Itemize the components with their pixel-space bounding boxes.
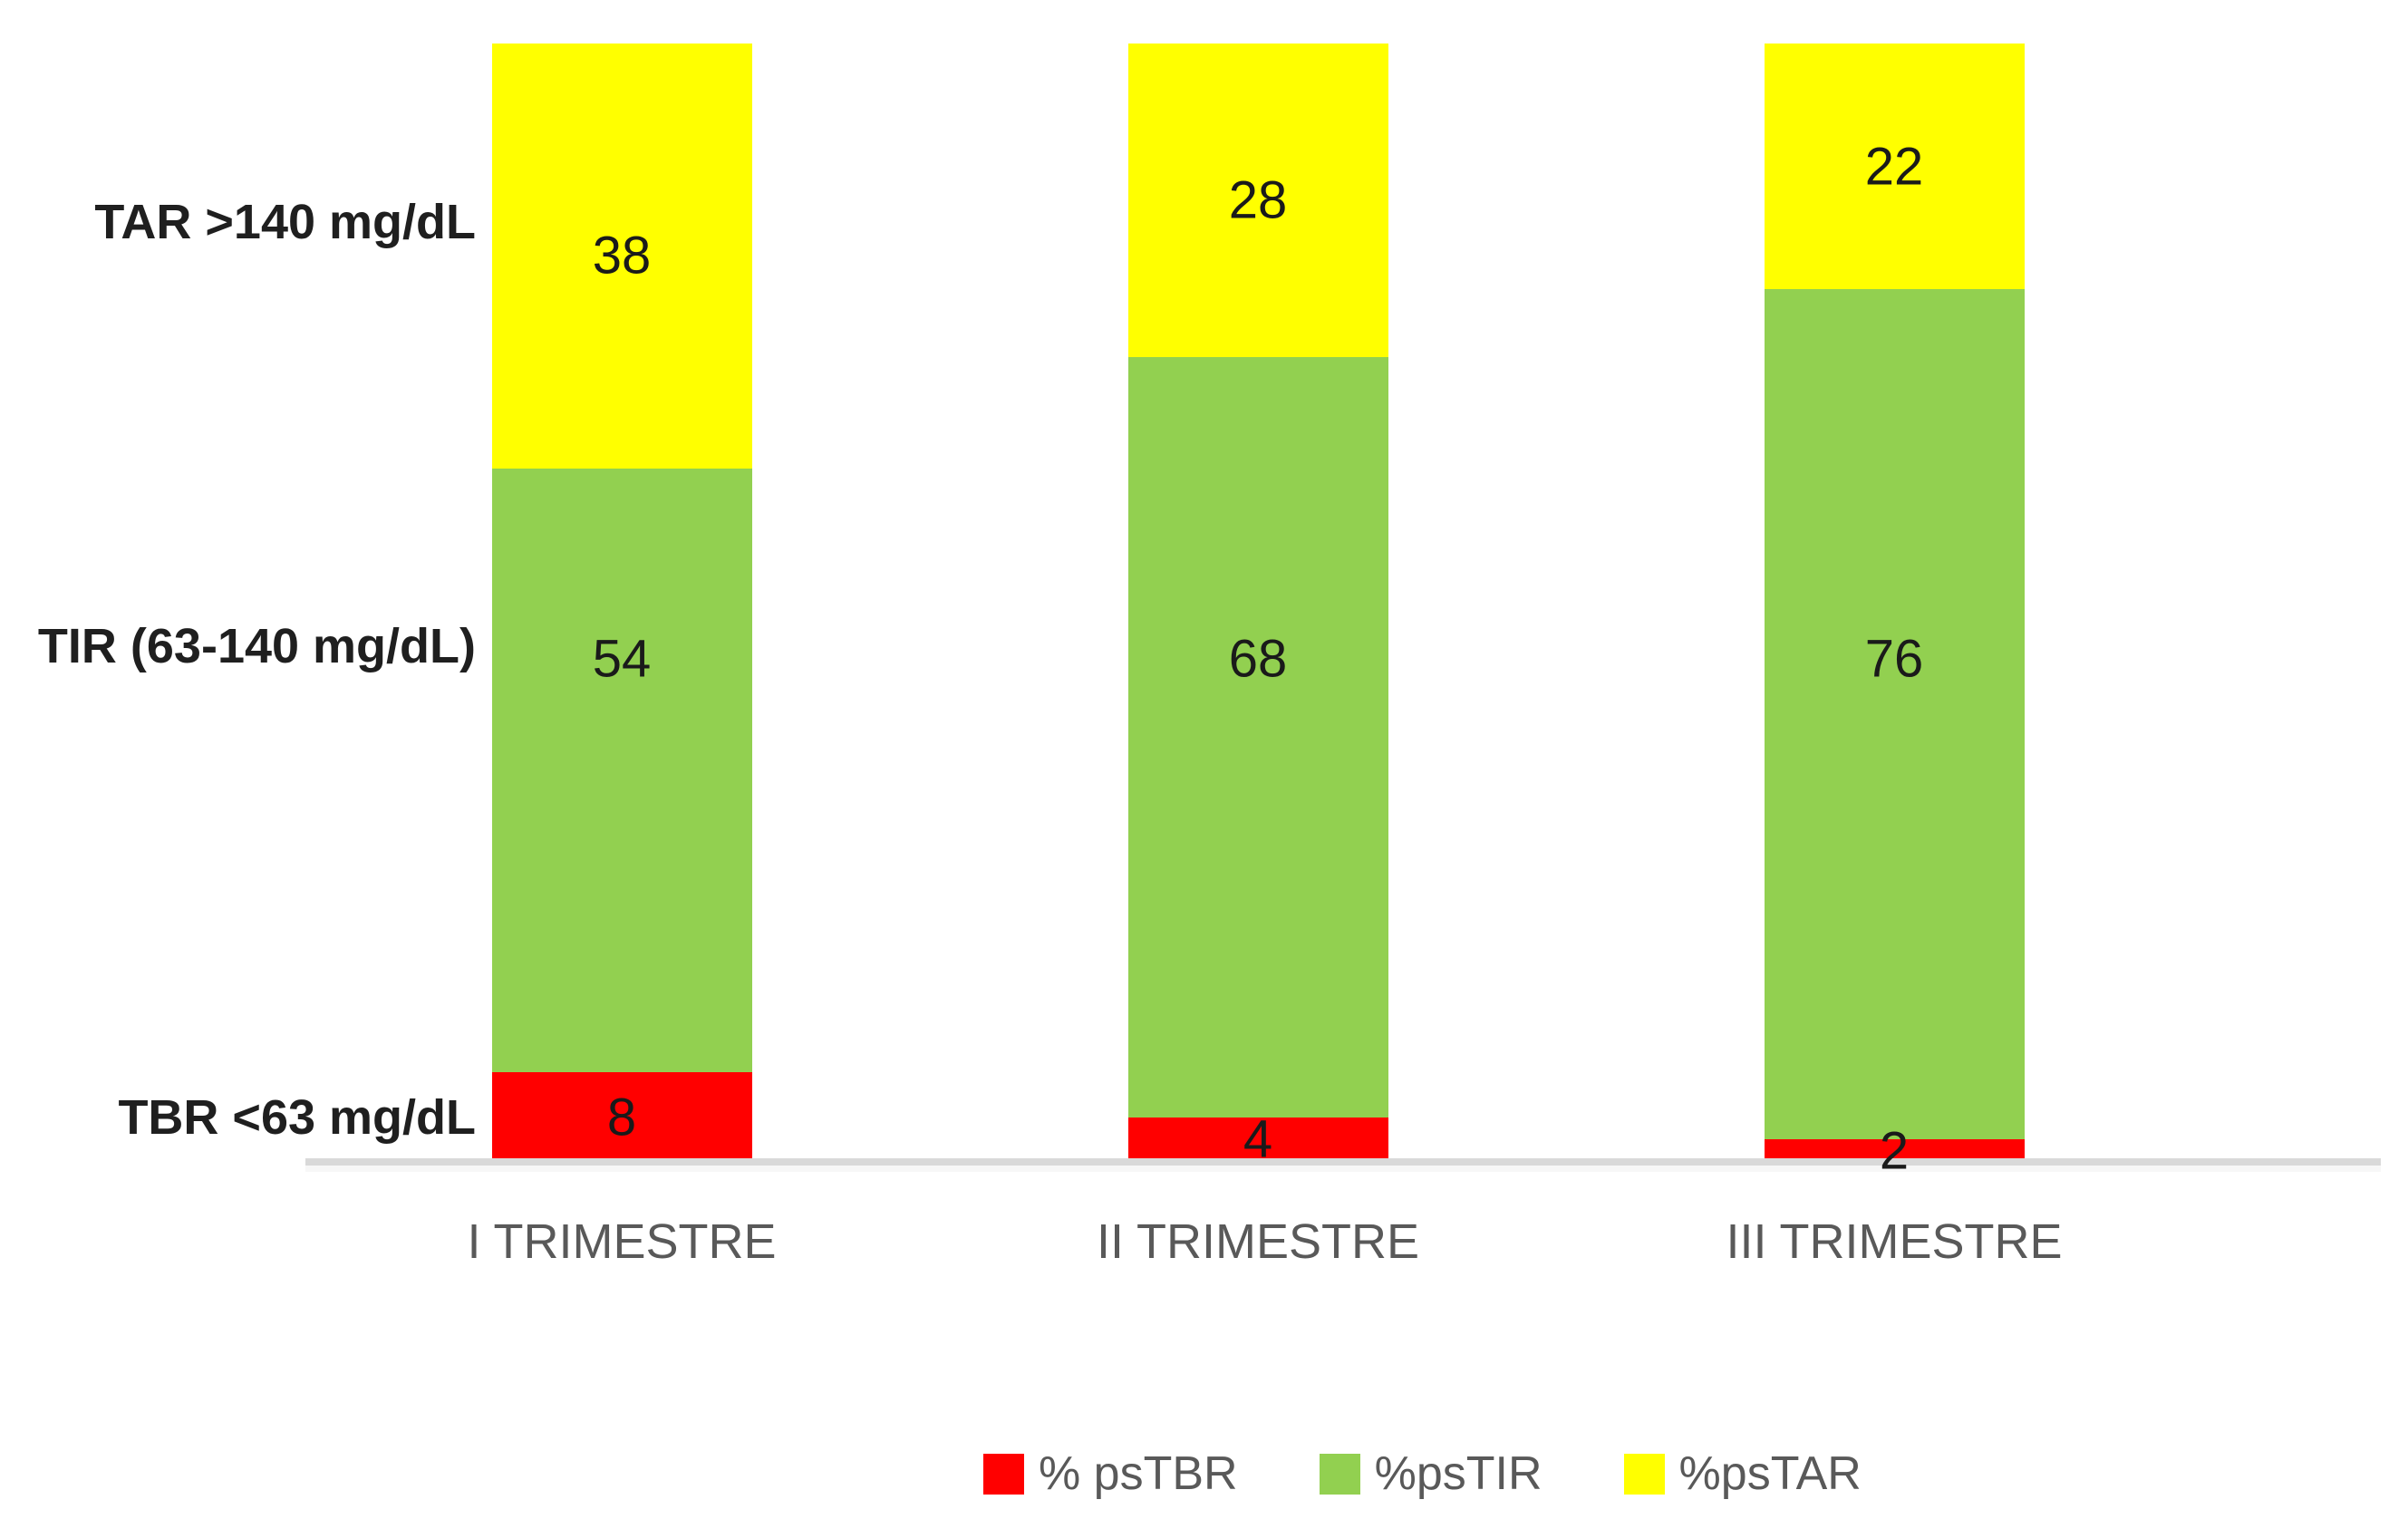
x-axis-label-trimestre-2: II TRIMESTRE <box>1096 1214 1420 1269</box>
x-axis-label-trimestre-3: III TRIMESTRE <box>1726 1214 2063 1269</box>
legend-label-pstar: %psTAR <box>1678 1447 1862 1500</box>
row-label-tir: TIR (63-140 mg/dL) <box>37 619 476 673</box>
x-axis-line-shadow <box>305 1166 2381 1172</box>
segment-psTBR-bar1 <box>491 1072 752 1162</box>
legend-swatch-yellow-icon <box>1623 1453 1665 1495</box>
segment-psTAR-bar1 <box>491 44 752 469</box>
data-label-psTIR-bar2: 68 <box>1228 629 1288 689</box>
data-label-psTAR-bar3: 22 <box>1864 137 1924 197</box>
segment-psTAR-bar3 <box>1764 44 2025 290</box>
segment-psTAR-bar2 <box>1127 44 1388 357</box>
segment-psTBR-bar3 <box>1764 1139 2025 1162</box>
data-label-psTIR-bar3: 76 <box>1864 629 1924 689</box>
data-label-psTBR-bar2: 4 <box>1243 1109 1273 1169</box>
data-label-psTBR-bar1: 8 <box>606 1088 637 1147</box>
data-label-psTIR-bar1: 54 <box>592 629 652 689</box>
row-label-tar: TAR >140 mg/dL <box>94 195 476 249</box>
x-axis-label-trimestre-1: I TRIMESTRE <box>467 1214 777 1269</box>
legend-item-pstir: %psTIR <box>1319 1446 1542 1501</box>
data-label-psTAR-bar2: 28 <box>1228 170 1288 230</box>
legend: % psTBR %psTIR %psTAR <box>983 1446 1862 1501</box>
legend-swatch-green-icon <box>1319 1453 1360 1495</box>
data-label-psTBR-bar3: 2 <box>1879 1121 1910 1181</box>
row-label-tbr: TBR <63 mg/dL <box>118 1090 476 1145</box>
legend-item-pstbr: % psTBR <box>983 1446 1238 1501</box>
legend-label-pstbr: % psTBR <box>1039 1447 1238 1500</box>
x-axis-line <box>305 1158 2381 1166</box>
legend-swatch-red-icon <box>983 1453 1024 1495</box>
segment-psTBR-bar2 <box>1127 1117 1388 1162</box>
segment-psTIR-bar3 <box>1764 289 2025 1140</box>
segment-psTIR-bar2 <box>1127 356 1388 1117</box>
data-label-psTAR-bar1: 38 <box>592 226 652 285</box>
legend-label-pstir: %psTIR <box>1374 1447 1542 1500</box>
legend-item-pstar: %psTAR <box>1623 1446 1862 1501</box>
segment-psTIR-bar1 <box>491 468 752 1073</box>
